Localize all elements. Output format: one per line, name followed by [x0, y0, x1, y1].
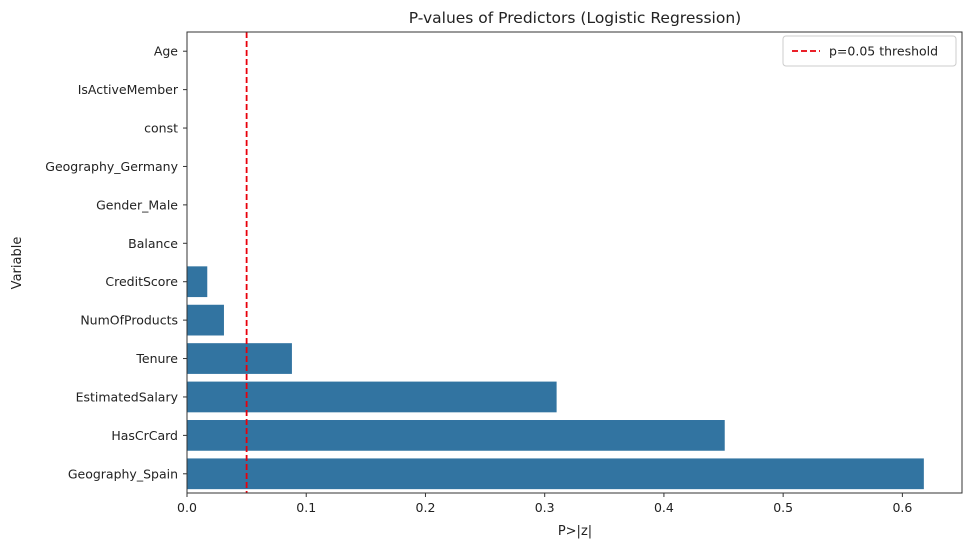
y-axis-ticks: Age IsActiveMember const Geography_Germany G…: [45, 44, 187, 481]
y-tick-label: Tenure: [135, 351, 178, 366]
bar-Geography_Spain: [187, 458, 924, 490]
y-tick-label: Age: [154, 44, 178, 59]
x-axis-title: P>|z|: [558, 524, 592, 539]
x-tick-label: 0.4: [654, 500, 674, 515]
legend-threshold-label: p=0.05 threshold: [829, 44, 938, 59]
y-axis-title: Variable: [10, 237, 25, 290]
y-tick-label: Geography_Spain: [68, 466, 178, 481]
bar-CreditScore: [187, 266, 208, 298]
y-tick-label: HasCrCard: [111, 428, 178, 443]
bar-EstimatedSalary: [187, 381, 557, 413]
x-tick-label: 0.3: [535, 500, 555, 515]
chart-title: P-values of Predictors (Logistic Regress…: [409, 9, 741, 27]
legend: p=0.05 threshold: [782, 35, 957, 67]
x-tick-label: 0.5: [773, 500, 793, 515]
y-tick-label: Balance: [128, 236, 178, 251]
y-tick-label: Gender_Male: [96, 197, 178, 212]
bar-NumOfProducts: [187, 304, 224, 336]
y-tick-label: const: [144, 121, 178, 136]
y-tick-label: NumOfProducts: [80, 313, 178, 328]
bars-group: [187, 227, 924, 490]
x-axis-ticks: 0.0 0.1 0.2 0.3 0.4 0.5 0.6: [177, 493, 912, 515]
bar-HasCrCard: [187, 420, 725, 451]
plot-frame: [186, 31, 963, 494]
y-tick-label: EstimatedSalary: [76, 389, 179, 404]
y-tick-label: CreditScore: [105, 274, 178, 289]
x-tick-label: 0.6: [892, 500, 912, 515]
x-tick-label: 0.2: [416, 500, 436, 515]
x-tick-label: 0.1: [296, 500, 316, 515]
y-tick-label: IsActiveMember: [78, 82, 179, 97]
bar-Tenure: [187, 343, 292, 374]
y-tick-label: Geography_Germany: [45, 159, 178, 174]
legend-box: [782, 35, 957, 67]
x-tick-label: 0.0: [177, 500, 197, 515]
